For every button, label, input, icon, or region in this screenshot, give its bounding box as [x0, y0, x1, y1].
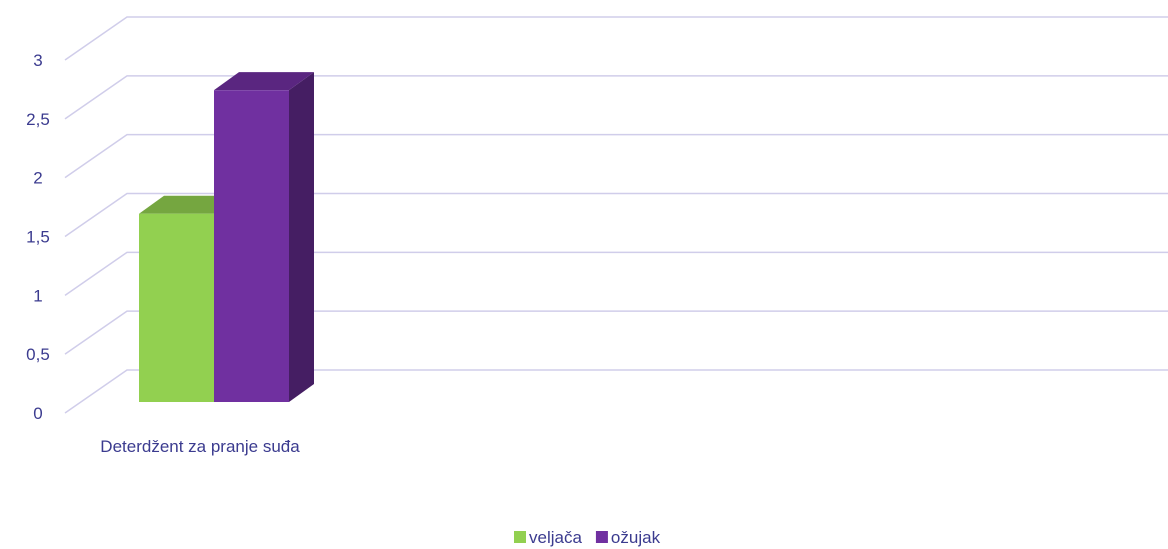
grid-line	[64, 75, 1168, 120]
grid-line	[64, 192, 1168, 238]
grid-line	[64, 369, 1168, 414]
legend-swatch	[514, 531, 526, 543]
grid-line	[64, 310, 1168, 355]
bar-side	[289, 72, 314, 402]
legend-label: ožujak	[611, 528, 661, 547]
x-tick-label: Deterdžent za pranje suđa	[100, 437, 300, 456]
bar-front	[139, 213, 214, 402]
y-tick-label: 3	[33, 51, 42, 70]
legend-swatch	[595, 531, 608, 543]
bar-front	[214, 90, 289, 402]
y-tick-label: 1	[33, 286, 42, 305]
y-tick-label: 2	[33, 169, 42, 188]
grid-line	[64, 133, 1168, 179]
bar-top	[214, 72, 314, 91]
y-tick-label: 1,5	[26, 228, 50, 247]
y-tick-label: 0	[33, 404, 42, 423]
grid-line	[64, 16, 1168, 61]
category-label-box: Deterdžent za pranje suđa	[100, 437, 300, 456]
bar	[214, 72, 314, 402]
grid-line	[64, 251, 1168, 296]
legend-label: veljača	[529, 528, 582, 547]
y-tick-label: 0,5	[26, 345, 50, 364]
y-tick-label: 2,5	[26, 110, 50, 129]
